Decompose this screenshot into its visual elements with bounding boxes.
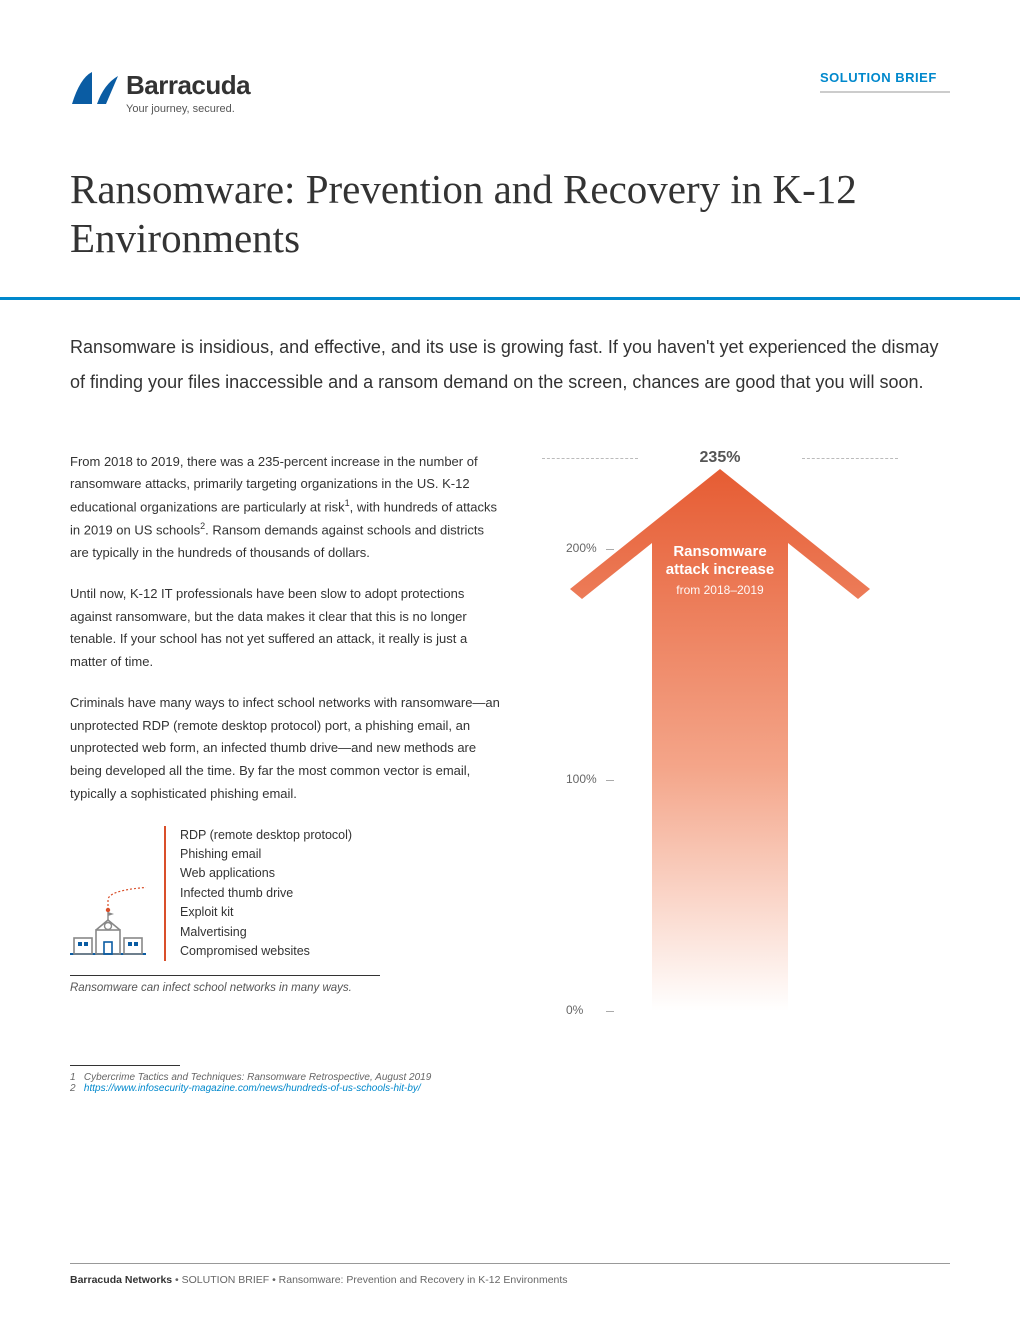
- brand-logo: Barracuda Your journey, secured.: [70, 70, 250, 115]
- growth-chart: 235% 200% 100% 0%: [560, 451, 950, 1011]
- axis-tick: [606, 1011, 614, 1012]
- chart-annotation: Ransomware attack increase from 2018–201…: [560, 543, 880, 598]
- footnote-link[interactable]: https://www.infosecurity-magazine.com/ne…: [84, 1083, 421, 1094]
- footnote-2: 2 https://www.infosecurity-magazine.com/…: [70, 1083, 950, 1094]
- chart-subtitle: from 2018–2019: [560, 583, 880, 597]
- list-item: Web applications: [180, 864, 352, 883]
- document-type-label: SOLUTION BRIEF: [820, 70, 950, 93]
- body-text-column: From 2018 to 2019, there was a 235-perce…: [70, 451, 500, 1011]
- page-header: Barracuda Your journey, secured. SOLUTIO…: [70, 70, 950, 115]
- footer-doctype: SOLUTION BRIEF: [182, 1274, 270, 1286]
- school-icon: [70, 841, 142, 961]
- intro-paragraph: Ransomware is insidious, and effective, …: [70, 330, 950, 400]
- footer-title: Ransomware: Prevention and Recovery in K…: [279, 1274, 568, 1286]
- body-para-2: Until now, K-12 IT professionals have be…: [70, 583, 500, 674]
- chart-title-line: Ransomware: [560, 543, 880, 562]
- caption-divider: [70, 975, 380, 976]
- footnotes: 1 Cybercrime Tactics and Techniques: Ran…: [70, 1065, 950, 1094]
- brand-tagline: Your journey, secured.: [126, 103, 250, 115]
- list-item: RDP (remote desktop protocol): [180, 826, 352, 845]
- brand-name: Barracuda: [126, 70, 250, 101]
- chart-peak-label: 235%: [560, 449, 880, 467]
- list-item: Infected thumb drive: [180, 884, 352, 903]
- footer-brand: Barracuda Networks: [70, 1274, 172, 1286]
- footnote-1: 1 Cybercrime Tactics and Techniques: Ran…: [70, 1072, 950, 1083]
- title-divider: [0, 297, 1020, 300]
- body-para-3: Criminals have many ways to infect schoo…: [70, 692, 500, 806]
- page-title: Ransomware: Prevention and Recovery in K…: [70, 165, 950, 263]
- infection-vectors-graphic: RDP (remote desktop protocol) Phishing e…: [70, 826, 500, 962]
- list-item: Compromised websites: [180, 942, 352, 961]
- page-footer: Barracuda Networks • SOLUTION BRIEF • Ra…: [70, 1263, 950, 1286]
- vectors-list: RDP (remote desktop protocol) Phishing e…: [164, 826, 352, 962]
- list-item: Exploit kit: [180, 903, 352, 922]
- chart-title-line: attack increase: [560, 561, 880, 580]
- brand-logo-icon: [70, 70, 120, 106]
- list-item: Malvertising: [180, 923, 352, 942]
- body-para-1: From 2018 to 2019, there was a 235-perce…: [70, 451, 500, 565]
- vectors-caption: Ransomware can infect school networks in…: [70, 982, 500, 994]
- list-item: Phishing email: [180, 845, 352, 864]
